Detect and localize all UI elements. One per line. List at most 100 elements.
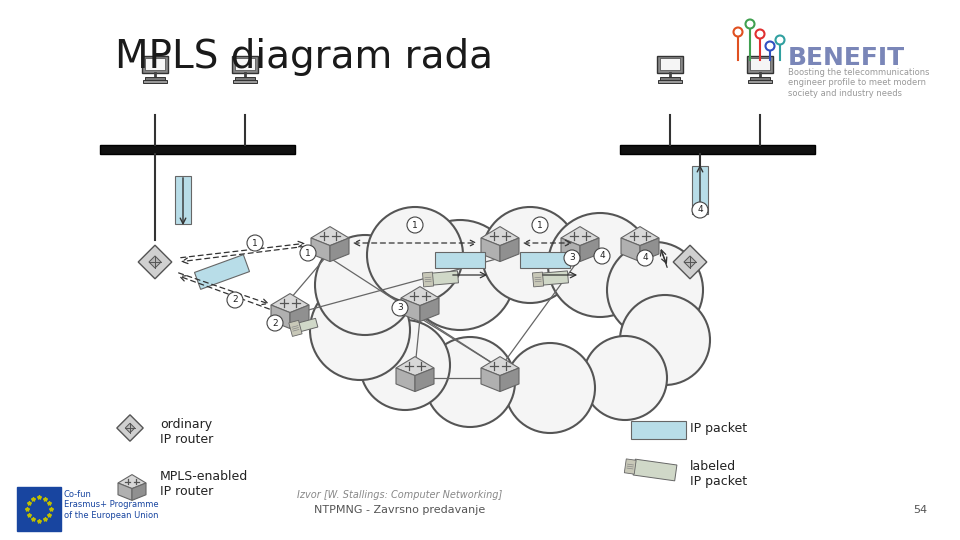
FancyBboxPatch shape xyxy=(659,80,682,83)
FancyBboxPatch shape xyxy=(17,487,61,531)
Text: 1: 1 xyxy=(538,220,542,230)
FancyBboxPatch shape xyxy=(660,77,680,80)
Circle shape xyxy=(227,292,243,308)
FancyBboxPatch shape xyxy=(145,58,165,70)
FancyBboxPatch shape xyxy=(232,56,258,72)
FancyBboxPatch shape xyxy=(235,77,255,80)
Polygon shape xyxy=(561,227,599,246)
Text: 4: 4 xyxy=(697,206,703,214)
Polygon shape xyxy=(118,475,146,489)
FancyBboxPatch shape xyxy=(233,80,256,83)
Circle shape xyxy=(315,235,415,335)
FancyBboxPatch shape xyxy=(195,255,250,289)
Text: 2: 2 xyxy=(273,319,277,327)
FancyBboxPatch shape xyxy=(175,176,191,224)
Polygon shape xyxy=(640,238,659,261)
Text: 54: 54 xyxy=(913,505,927,515)
Polygon shape xyxy=(621,238,640,261)
Polygon shape xyxy=(481,227,519,246)
Circle shape xyxy=(405,220,515,330)
Circle shape xyxy=(425,337,515,427)
FancyBboxPatch shape xyxy=(520,252,570,268)
FancyBboxPatch shape xyxy=(624,459,636,474)
Circle shape xyxy=(733,28,742,37)
Polygon shape xyxy=(138,245,172,279)
Text: Izvor [W. Stallings: Computer Networking]: Izvor [W. Stallings: Computer Networking… xyxy=(298,490,503,500)
Polygon shape xyxy=(330,238,349,261)
FancyBboxPatch shape xyxy=(422,272,434,287)
Text: 4: 4 xyxy=(599,252,605,260)
Text: IP packet: IP packet xyxy=(690,422,747,435)
Polygon shape xyxy=(415,368,434,392)
FancyBboxPatch shape xyxy=(145,77,165,80)
Text: Boosting the telecommunications
engineer profile to meet modern
society and indu: Boosting the telecommunications engineer… xyxy=(788,68,929,98)
Circle shape xyxy=(564,250,580,266)
Text: MPLS-enabled
IP router: MPLS-enabled IP router xyxy=(160,470,249,498)
Polygon shape xyxy=(684,256,696,268)
Circle shape xyxy=(692,202,708,218)
Polygon shape xyxy=(481,238,500,261)
Polygon shape xyxy=(271,294,309,313)
Circle shape xyxy=(548,213,652,317)
Polygon shape xyxy=(621,227,659,246)
Polygon shape xyxy=(401,287,439,306)
Circle shape xyxy=(746,19,755,29)
FancyBboxPatch shape xyxy=(100,145,295,154)
Circle shape xyxy=(367,207,463,303)
Polygon shape xyxy=(125,423,134,433)
Polygon shape xyxy=(580,238,599,261)
Polygon shape xyxy=(561,238,580,261)
Circle shape xyxy=(407,217,423,233)
Polygon shape xyxy=(149,256,161,268)
FancyBboxPatch shape xyxy=(660,58,680,70)
Polygon shape xyxy=(420,298,439,321)
Circle shape xyxy=(756,30,764,38)
Text: BENEFIT: BENEFIT xyxy=(788,46,905,70)
Polygon shape xyxy=(132,483,146,501)
Circle shape xyxy=(267,315,283,331)
Circle shape xyxy=(620,295,710,385)
Text: 2: 2 xyxy=(232,295,238,305)
FancyBboxPatch shape xyxy=(750,77,770,80)
Circle shape xyxy=(482,207,578,303)
Text: 1: 1 xyxy=(412,220,418,230)
Polygon shape xyxy=(396,356,434,376)
FancyBboxPatch shape xyxy=(633,459,677,481)
Circle shape xyxy=(532,217,548,233)
FancyBboxPatch shape xyxy=(142,56,168,72)
Circle shape xyxy=(637,250,653,266)
Text: 1: 1 xyxy=(252,239,258,247)
Polygon shape xyxy=(673,245,707,279)
Circle shape xyxy=(583,336,667,420)
Polygon shape xyxy=(290,305,309,328)
Polygon shape xyxy=(481,368,500,392)
Polygon shape xyxy=(311,227,349,246)
Circle shape xyxy=(247,235,263,251)
Polygon shape xyxy=(500,368,519,392)
Polygon shape xyxy=(311,238,330,261)
Text: 4: 4 xyxy=(642,253,648,262)
Text: 3: 3 xyxy=(397,303,403,313)
Text: NTPMNG - Zavrsno predavanje: NTPMNG - Zavrsno predavanje xyxy=(314,505,486,515)
Text: Co-fun
Erasmus+ Programme
of the European Union: Co-fun Erasmus+ Programme of the Europea… xyxy=(64,490,158,520)
FancyBboxPatch shape xyxy=(657,56,683,72)
Polygon shape xyxy=(271,305,290,328)
FancyBboxPatch shape xyxy=(631,421,685,439)
Polygon shape xyxy=(481,356,519,376)
FancyBboxPatch shape xyxy=(750,58,770,70)
Circle shape xyxy=(765,42,775,51)
Polygon shape xyxy=(117,415,143,441)
Circle shape xyxy=(607,242,703,338)
Polygon shape xyxy=(396,368,415,392)
Text: 1: 1 xyxy=(305,248,311,258)
FancyBboxPatch shape xyxy=(299,318,318,332)
Circle shape xyxy=(392,300,408,316)
Circle shape xyxy=(310,280,410,380)
FancyBboxPatch shape xyxy=(289,320,302,336)
Text: 3: 3 xyxy=(569,253,575,262)
Text: labeled
IP packet: labeled IP packet xyxy=(690,460,747,488)
FancyBboxPatch shape xyxy=(747,56,773,72)
Polygon shape xyxy=(118,483,132,501)
FancyBboxPatch shape xyxy=(620,145,815,154)
Circle shape xyxy=(594,248,610,264)
